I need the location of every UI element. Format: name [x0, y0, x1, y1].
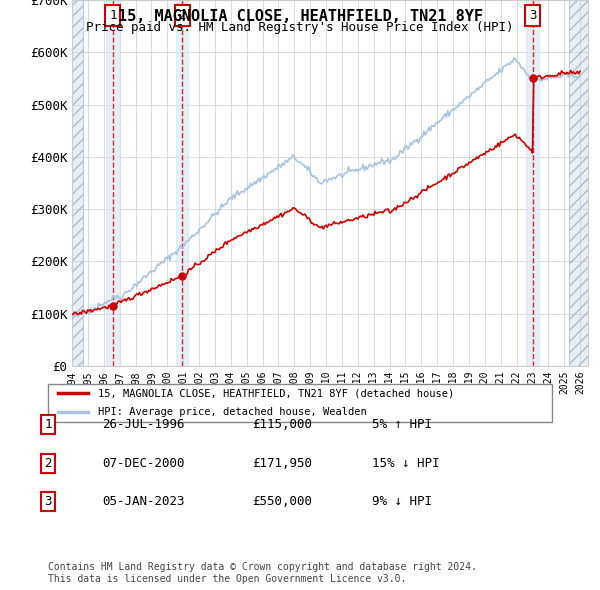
Text: 1: 1 [44, 418, 52, 431]
Text: 26-JUL-1996: 26-JUL-1996 [102, 418, 185, 431]
Text: HPI: Average price, detached house, Wealden: HPI: Average price, detached house, Weal… [98, 407, 367, 417]
Text: 05-JAN-2023: 05-JAN-2023 [102, 495, 185, 508]
Bar [106, 0, 119, 366]
Bar [176, 0, 188, 366]
Text: 15% ↓ HPI: 15% ↓ HPI [372, 457, 439, 470]
Text: 15, MAGNOLIA CLOSE, HEATHFIELD, TN21 8YF: 15, MAGNOLIA CLOSE, HEATHFIELD, TN21 8YF [118, 9, 482, 24]
Text: 9% ↓ HPI: 9% ↓ HPI [372, 495, 432, 508]
Text: 2: 2 [44, 457, 52, 470]
Text: £171,950: £171,950 [252, 457, 312, 470]
Text: £550,000: £550,000 [252, 495, 312, 508]
Text: 5% ↑ HPI: 5% ↑ HPI [372, 418, 432, 431]
Bar [526, 0, 539, 366]
Text: 15, MAGNOLIA CLOSE, HEATHFIELD, TN21 8YF (detached house): 15, MAGNOLIA CLOSE, HEATHFIELD, TN21 8YF… [98, 388, 455, 398]
Text: Price paid vs. HM Land Registry's House Price Index (HPI): Price paid vs. HM Land Registry's House … [86, 21, 514, 34]
FancyBboxPatch shape [48, 384, 552, 422]
Text: 1: 1 [109, 9, 116, 22]
Bar [569, 0, 588, 366]
Text: £115,000: £115,000 [252, 418, 312, 431]
Text: 2: 2 [178, 9, 186, 22]
Bar [72, 0, 83, 366]
Text: 07-DEC-2000: 07-DEC-2000 [102, 457, 185, 470]
Text: 3: 3 [44, 495, 52, 508]
Text: 3: 3 [529, 9, 536, 22]
Text: Contains HM Land Registry data © Crown copyright and database right 2024.
This d: Contains HM Land Registry data © Crown c… [48, 562, 477, 584]
